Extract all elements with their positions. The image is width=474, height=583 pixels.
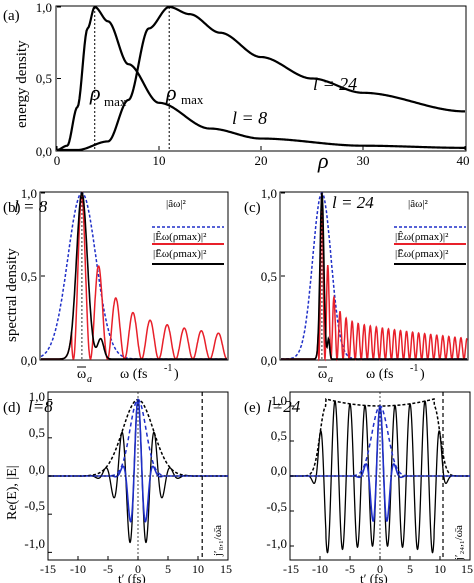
panel-c-legend-3: |Ēω(ρmax)|² [395,248,449,260]
panel-c: (c) l = 24 0,0 0,5 1,0 ω a ω (fs -1 ) |â… [244,186,469,385]
panel-c-legend-1: |âω|² [408,198,429,210]
panel-b-ylabel: spectral density [4,248,20,342]
panel-e-xtick-6: 15 [461,562,473,576]
panel-d-xlabel: t′ (fs) [118,571,146,583]
panel-d-xtick-5: 10 [192,562,204,576]
panel-b-legend-1: |âω|² [166,198,187,210]
panel-e-xtick-5: 10 [434,562,446,576]
panel-a-xtick-1: 10 [153,153,166,168]
panel-e-ytick-1: -0,5 [266,499,287,514]
panel-a-rho1-sub: max [104,94,127,109]
panel-c-frame [279,191,469,361]
panel-b-xtick-sub: a [87,374,92,385]
panel-e-vline-label: j′₂₄,₁/ω̄a [453,525,465,561]
panel-a-xtick-4: 40 [457,153,470,168]
panel-c-ytick-0: 0,0 [261,353,277,368]
panel-e-xtick-2: -5 [345,562,355,576]
panel-b-tag: (b) [3,200,21,216]
panel-a-l8: l = 8 [232,108,267,128]
panel-b-frame [39,191,229,361]
panel-e-ytick-0: -1,0 [266,536,287,551]
panel-c-legend-2: |Êω(ρmax)|² [395,231,449,243]
panel-c-xlabel-sup: -1 [410,363,418,374]
panel-c-xtick-sub: a [328,374,333,385]
panel-d-ytick-2: 0,0 [29,462,45,477]
panel-d-vline-label: j′₈,₁/ω̄a [212,525,224,557]
panel-c-ytick-1: 0,5 [261,269,277,284]
panel-a-curve-l24 [57,5,466,152]
panel-d-ytick-3: 0,5 [29,425,45,440]
panel-e-xlabel: t′ (fs) [360,571,388,583]
panel-a-curve-l8 [56,5,465,152]
panel-e-xtick-1: -10 [312,562,328,576]
panel-c-tag: (c) [244,200,261,216]
panel-e-xtick-0: -15 [283,562,299,576]
panel-a-xtick-2: 20 [255,153,268,168]
panel-d-l: l=8 [28,397,53,416]
panel-d-ylabel: Re(E), |E| [5,465,20,520]
panel-d-xtick-3: 0 [135,562,141,576]
panel-a-ytick-1: 0,5 [36,71,52,86]
panel-a-ytick-2: 1,0 [36,0,52,15]
panel-d-ytick-4: 1,0 [29,389,45,404]
panel-e-ytick-2: 0,0 [271,463,287,478]
panel-e-ytick-4: 1,0 [271,393,287,408]
panel-b-xlabel-sup: -1 [164,363,172,374]
panel-d-xtick-1: -10 [70,562,86,576]
panel-a-ylabel: energy density [14,40,30,128]
panel-a-frame [55,5,467,152]
panel-b-curve-red [41,191,228,360]
panel-c-ytick-2: 1,0 [261,186,277,201]
panel-d-curve-blue-env [110,398,166,477]
panel-e: (e) l=24 -1,0 -0,5 0,0 0,5 1,0 -15 -10 -… [244,391,473,583]
panel-c-xtick: ω [318,367,327,382]
panel-d-ytick-0: -1,0 [24,536,45,551]
panel-a-tag: (a) [3,8,20,24]
panel-c-l: l = 24 [332,193,374,212]
panel-d-xtick-6: 15 [220,562,232,576]
panel-e-tag: (e) [244,400,261,416]
panel-c-curve-red [281,192,468,362]
panel-b-xlabel: ω (fs [120,367,148,382]
panel-e-xtick-4: 5 [407,562,413,576]
panel-e-l: l=24 [267,397,301,416]
panel-d-ytick-1: -0,5 [24,498,45,513]
panel-a-xtick-3: 30 [357,153,370,168]
panel-b-legend-2: |Êω(ρmax)|² [153,231,207,243]
panel-a-ytick-0: 0,0 [36,144,52,159]
panel-c-curve-black [281,192,467,360]
panel-a-xlabel: ρ [317,148,329,173]
panel-a-xtick-0: 0 [54,153,61,168]
panel-d-tag: (d) [3,400,21,416]
panel-b-xlabel-end: ) [174,367,179,382]
panel-d: (d) l=8 Re(E), |E| -1,0 -0,5 0,0 0,5 1,0… [3,389,232,583]
panel-d-xtick-4: 5 [165,562,171,576]
panel-a-rho2-sub: max [181,92,204,107]
panel-b: (b) l = 8 spectral density 0,0 0,5 1,0 ω… [3,186,229,385]
panel-b-ytick-2: 1,0 [21,186,37,201]
panel-c-xlabel-end: ) [420,367,425,382]
panel-d-xtick-2: -5 [103,562,113,576]
panel-a: (a) energy density 0,0 0,5 1,0 0 10 20 3… [3,0,470,173]
panel-e-ytick-3: 0,5 [271,428,287,443]
panel-b-legend-3: |Ēω(ρmax)|² [153,248,207,260]
panel-b-l: l = 8 [14,197,48,216]
panel-d-xtick-0: -15 [40,562,56,576]
panel-b-ytick-1: 0,5 [21,269,37,284]
panel-b-ytick-0: 0,0 [21,353,37,368]
panel-a-rho2: ρ [165,80,177,105]
panel-b-xtick: ω [77,367,86,382]
panel-c-xlabel: ω (fs [366,367,394,382]
panel-b-curve-black [41,191,227,360]
panel-e-xtick-3: 0 [377,562,383,576]
panel-c-curve-blue [281,192,467,360]
